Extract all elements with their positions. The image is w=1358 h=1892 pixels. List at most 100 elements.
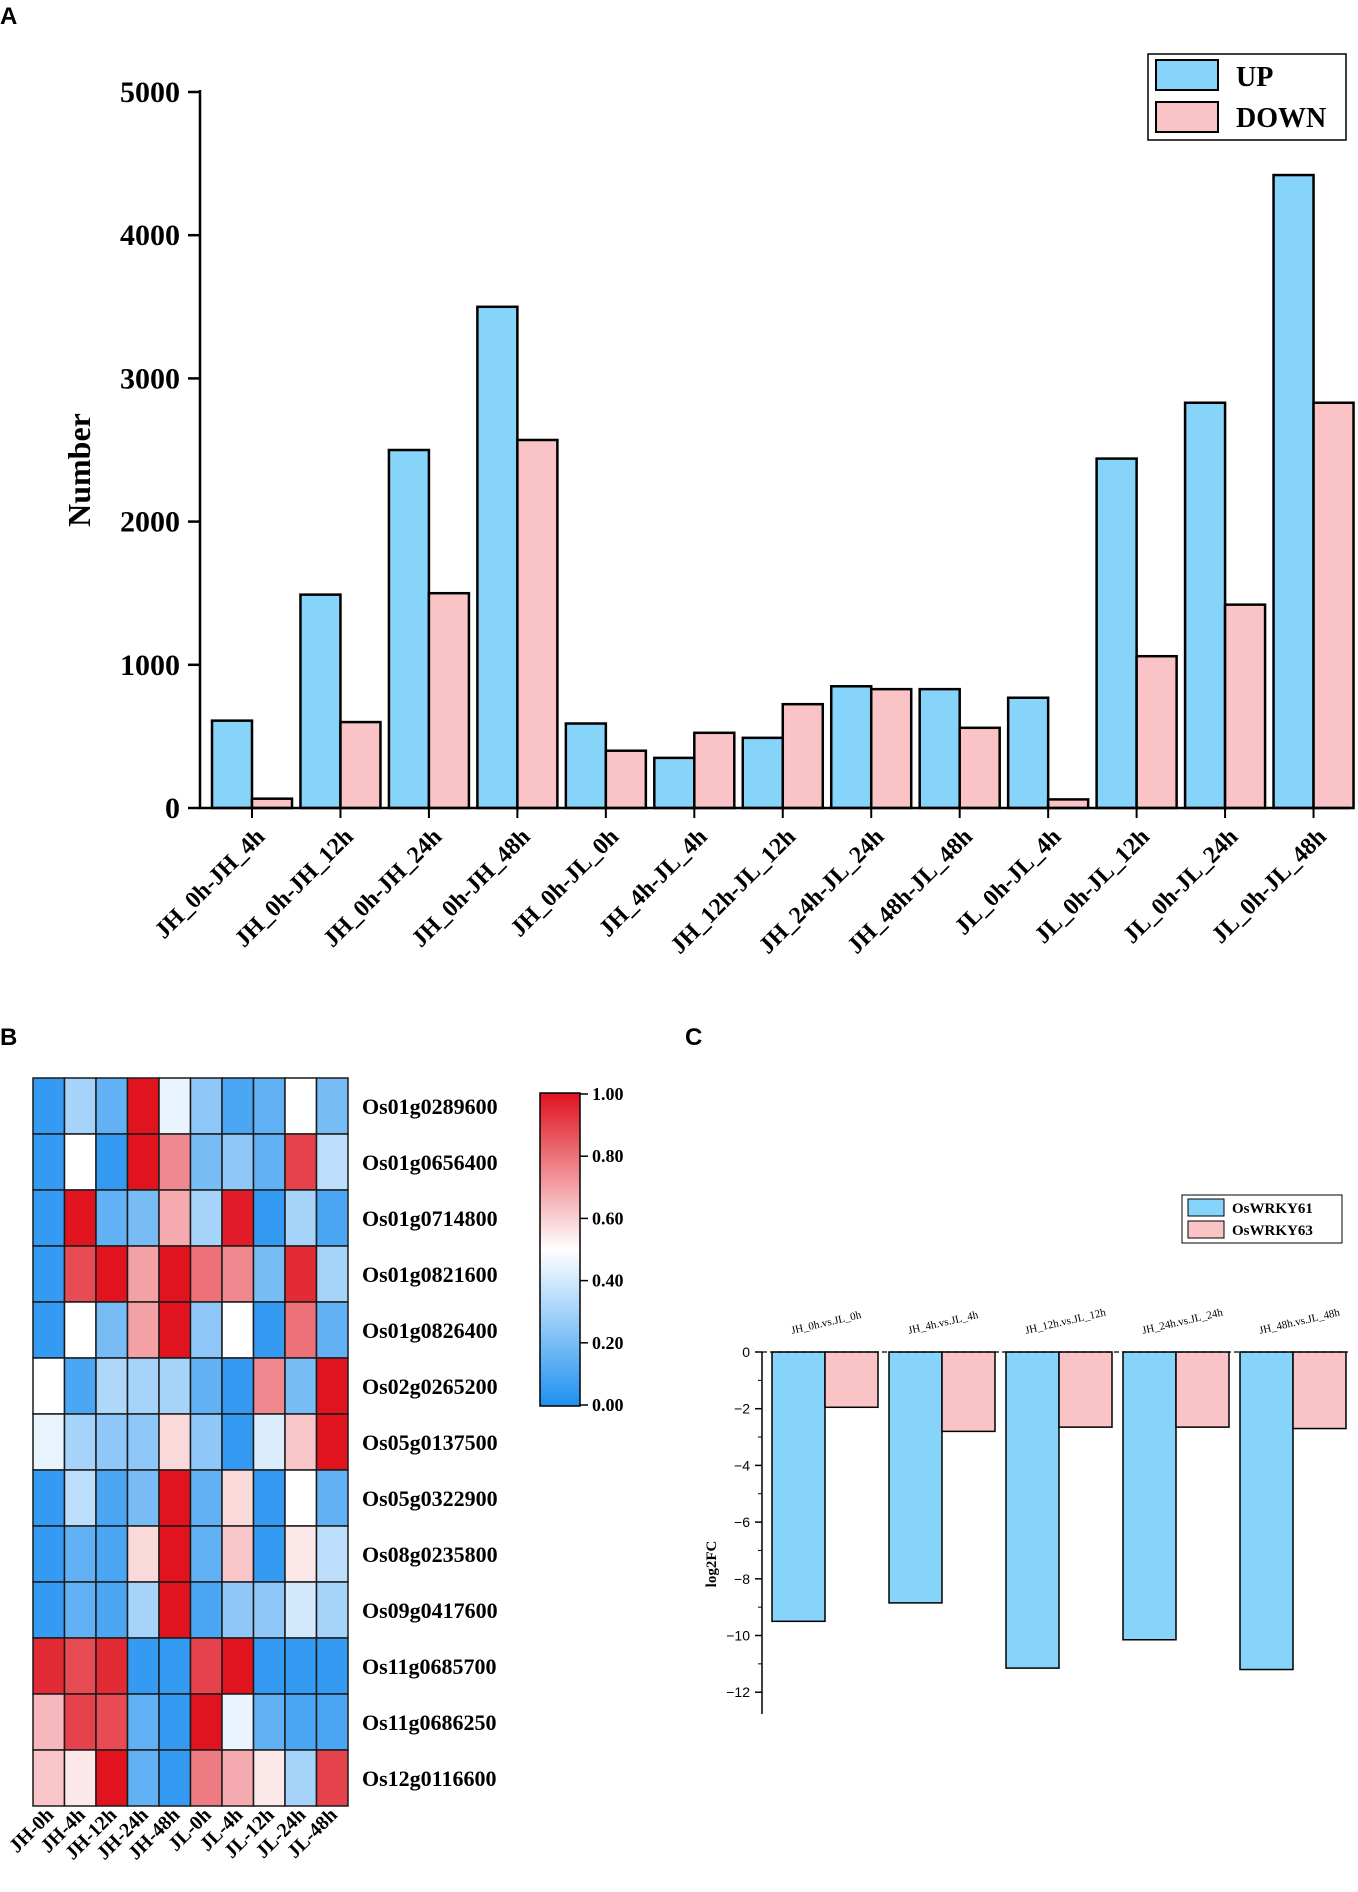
heatmap-cell-r1-c9 <box>315 1133 349 1191</box>
row-label-os01g0826400: Os01g0826400 <box>362 1318 498 1343</box>
heatmap-cell-r0-c9 <box>315 1077 349 1135</box>
bar-up-8 <box>918 687 961 810</box>
heatmap-cell-r3-c6 <box>221 1245 255 1303</box>
colorbar-tick-label-3: 0.40 <box>592 1271 624 1291</box>
heatmap-cell-r1-c7 <box>252 1133 286 1191</box>
panel-c-bar-chart: 0 −2 −4 −6 −8 −10 −12 JH_0h.vs.JL_0h JH_4h.vs.J… <box>704 1194 1348 1714</box>
heatmap-cell-r6-c4 <box>158 1413 192 1471</box>
heatmap-cell-r4-c4 <box>158 1301 192 1359</box>
heatmap-cell-r7-c7 <box>252 1469 286 1527</box>
heatmap-cell-r5-c9 <box>315 1357 349 1415</box>
y-tick-label-6: −12 <box>726 1684 750 1700</box>
heatmap-cell-r3-c7 <box>252 1245 286 1303</box>
heatmap-cell-r9-c7 <box>252 1581 286 1639</box>
panel-c-legend: OsWRKY61 OsWRKY63 <box>1181 1194 1343 1244</box>
y-tick-label-3: −6 <box>734 1514 750 1530</box>
bar-up-10 <box>1095 457 1138 810</box>
panel-a-y-axis-label: Number <box>61 413 97 527</box>
y-tick-label-4: 4000 <box>120 219 180 252</box>
heatmap-cell-r4-c5 <box>189 1301 223 1359</box>
bar-oswrky63-2 <box>1058 1351 1113 1428</box>
y-tick-label-0: 0 <box>165 792 180 825</box>
heatmap-cell-r5-c6 <box>221 1357 255 1415</box>
heatmap-cell-r1-c3 <box>126 1133 160 1191</box>
heatmap-cell-r0-c7 <box>252 1077 286 1135</box>
heatmap-cell-r11-c1 <box>63 1693 97 1751</box>
legend-swatch-oswrky61 <box>1187 1198 1225 1217</box>
heatmap-cell-r8-c8 <box>284 1525 318 1583</box>
heatmap-cell-r7-c8 <box>284 1469 318 1527</box>
panel-label-c: C <box>685 1024 702 1051</box>
heatmap-cell-r5-c0 <box>32 1357 66 1415</box>
heatmap-cell-r6-c2 <box>95 1413 129 1471</box>
heatmap-cell-r10-c1 <box>63 1637 97 1695</box>
bar-up-9 <box>1006 696 1050 810</box>
bar-down-2 <box>427 591 471 810</box>
y-tick-label-1: 1000 <box>120 649 180 682</box>
heatmap-cell-r10-c6 <box>221 1637 255 1695</box>
heatmap-cell-r2-c4 <box>158 1189 192 1247</box>
heatmap-cell-r5-c2 <box>95 1357 129 1415</box>
panel-b-heatmap: Os01g0289600 Os01g0656400 Os01g0714800 Os01… <box>5 1077 624 1864</box>
heatmap-cell-r6-c8 <box>284 1413 318 1471</box>
category-label-0: JH_0h.vs.JL_0h <box>790 1309 863 1337</box>
heatmap-cell-r7-c3 <box>126 1469 160 1527</box>
heatmap-cell-r3-c3 <box>126 1245 160 1303</box>
bar-up-3 <box>476 305 519 810</box>
heatmap-cell-r1-c5 <box>189 1133 223 1191</box>
heatmap-cell-r1-c4 <box>158 1133 192 1191</box>
heatmap-cell-r11-c7 <box>252 1693 286 1751</box>
heatmap-cell-r8-c7 <box>252 1525 286 1583</box>
heatmap-cell-r8-c6 <box>221 1525 255 1583</box>
legend-label-up: UP <box>1236 62 1273 93</box>
legend-swatch-down <box>1155 101 1219 133</box>
row-label-os05g0137500: Os05g0137500 <box>362 1430 498 1455</box>
heatmap-cell-r2-c9 <box>315 1189 349 1247</box>
heatmap-cell-r8-c1 <box>63 1525 97 1583</box>
bar-down-1 <box>339 720 382 810</box>
heatmap-cell-r9-c4 <box>158 1581 192 1639</box>
heatmap-cell-r8-c2 <box>95 1525 129 1583</box>
bar-down-0 <box>250 797 294 810</box>
y-tick-label-5: 5000 <box>120 76 180 109</box>
colorbar-tick-label-2: 0.60 <box>592 1208 624 1228</box>
heatmap-cell-r4-c3 <box>126 1301 160 1359</box>
bar-down-9 <box>1046 798 1090 810</box>
legend-label-oswrky63: OsWRKY63 <box>1232 1223 1313 1239</box>
heatmap-cell-r5-c1 <box>63 1357 97 1415</box>
heatmap-cell-r6-c1 <box>63 1413 97 1471</box>
heatmap-cell-r3-c8 <box>284 1245 318 1303</box>
legend-label-oswrky61: OsWRKY61 <box>1232 1201 1313 1217</box>
heatmap-cell-r6-c6 <box>221 1413 255 1471</box>
heatmap-cell-r5-c7 <box>252 1357 286 1415</box>
panel-c-y-axis-label: log2FC <box>704 1541 720 1588</box>
bar-down-11 <box>1223 603 1267 810</box>
heatmap-cell-r8-c0 <box>32 1525 66 1583</box>
heatmap-cell-r7-c2 <box>95 1469 129 1527</box>
heatmap-cell-r0-c6 <box>221 1077 255 1135</box>
heatmap-cell-r11-c3 <box>126 1693 160 1751</box>
bar-down-4 <box>604 749 648 810</box>
bar-up-1 <box>299 593 342 810</box>
bar-up-2 <box>387 448 431 810</box>
heatmap-cell-r4-c6 <box>221 1301 255 1359</box>
colorbar-tick-label-5: 0.00 <box>592 1395 624 1415</box>
bar-oswrky61-2 <box>1005 1351 1060 1669</box>
heatmap-cell-r12-c8 <box>284 1749 318 1807</box>
heatmap-cell-r0-c1 <box>63 1077 97 1135</box>
heatmap-cell-r3-c4 <box>158 1245 192 1303</box>
heatmap-cell-r12-c9 <box>315 1749 349 1807</box>
row-label-os02g0265200: Os02g0265200 <box>362 1374 498 1399</box>
bar-oswrky63-3 <box>1175 1351 1230 1428</box>
bar-up-4 <box>564 722 608 810</box>
bar-oswrky63-0 <box>824 1351 879 1409</box>
bar-down-8 <box>958 726 1001 810</box>
category-label-1: JH_4h.vs.JL_4h <box>907 1309 980 1337</box>
y-tick-label-2: 2000 <box>120 506 180 539</box>
heatmap-cell-r11-c0 <box>32 1693 66 1751</box>
heatmap-cell-r12-c1 <box>63 1749 97 1807</box>
bar-down-5 <box>693 731 736 810</box>
heatmap-cell-r0-c2 <box>95 1077 129 1135</box>
heatmap-cell-r11-c4 <box>158 1693 192 1751</box>
heatmap-cell-r10-c2 <box>95 1637 129 1695</box>
